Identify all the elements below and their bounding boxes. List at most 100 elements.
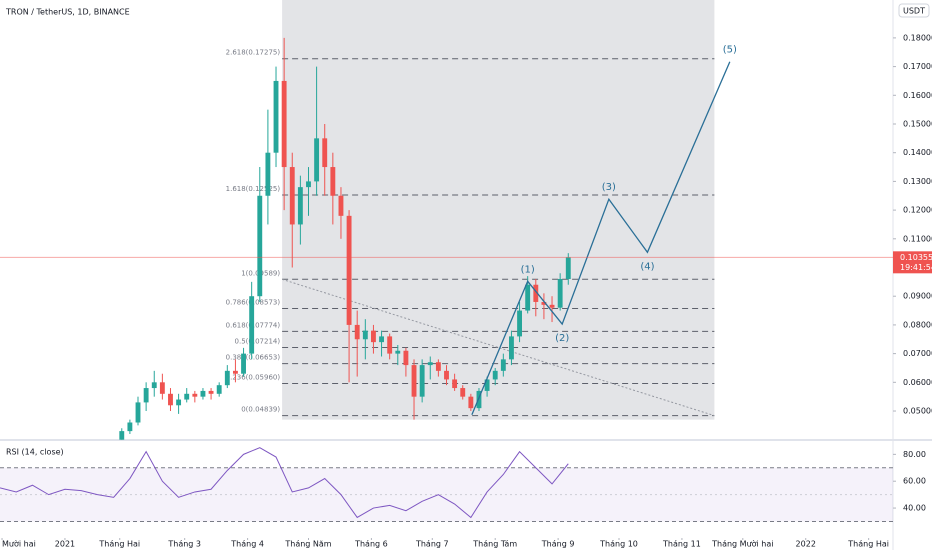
x-tick-label: Tháng 9 xyxy=(541,540,575,549)
candle-body xyxy=(176,399,182,406)
candle-body xyxy=(452,379,458,389)
candle-body xyxy=(281,80,287,168)
wave-label: (4) xyxy=(640,261,654,272)
candle-body xyxy=(297,187,303,225)
candle-body xyxy=(232,370,238,374)
candle-body xyxy=(249,296,255,354)
candle-body xyxy=(151,382,157,389)
candle-body xyxy=(127,422,133,432)
indicator-title: RSI (14, close) xyxy=(6,448,64,457)
candle-body xyxy=(192,393,198,397)
candle-body xyxy=(143,388,149,403)
wave-label: (1) xyxy=(521,264,535,275)
fib-label: 0.5(0.07214) xyxy=(235,337,281,345)
candle-body xyxy=(330,167,336,196)
candle-body xyxy=(403,350,409,366)
candle-body xyxy=(371,330,376,343)
wave-label: (5) xyxy=(723,45,737,56)
wave-path xyxy=(471,61,731,416)
x-tick-label: Tháng Mười hai xyxy=(711,539,773,549)
fib-label: 0.236(0.05960) xyxy=(226,373,281,381)
wave-label: (2) xyxy=(555,333,569,344)
candle-body xyxy=(541,301,547,305)
candle-body xyxy=(200,390,206,397)
candle-body xyxy=(184,393,190,400)
fib-label: 1.618(0.12525) xyxy=(226,185,281,193)
currency: USDT xyxy=(903,7,925,16)
candle-body xyxy=(257,195,263,297)
candle-body xyxy=(468,396,474,409)
candle-body xyxy=(427,362,433,366)
candle-body xyxy=(509,336,514,360)
candle-body xyxy=(565,257,571,279)
candle-body xyxy=(224,370,230,386)
candle-body xyxy=(168,393,173,406)
candle-body xyxy=(557,278,563,308)
candle-body xyxy=(135,402,141,423)
wave-label: (3) xyxy=(602,182,616,193)
x-tick-label: Mười hai xyxy=(2,539,36,549)
candle-body xyxy=(289,167,295,225)
candle-body xyxy=(435,362,441,371)
candle-body xyxy=(354,324,360,340)
x-tick-label: Tháng 4 xyxy=(230,540,264,549)
candle-body xyxy=(533,284,539,302)
candle-body xyxy=(346,215,352,325)
candle-body xyxy=(306,181,311,188)
fib-label: 2.618(0.17275) xyxy=(226,49,281,57)
chart-title: TRON / TetherUS, 1D, BINANCE xyxy=(5,8,130,17)
candle-body xyxy=(119,431,125,440)
candle-body xyxy=(476,390,482,409)
candle-body xyxy=(273,80,279,153)
candle-body xyxy=(314,138,320,182)
x-tick-label: Tháng 6 xyxy=(354,540,388,549)
candle-body xyxy=(216,385,222,394)
candle-body xyxy=(387,336,393,354)
countdown: 19:41:54 xyxy=(900,263,932,272)
candle-body xyxy=(484,379,490,391)
candle-body xyxy=(208,390,214,394)
fib-label: 0.382(0.06653) xyxy=(226,354,281,362)
candle-body xyxy=(492,370,498,380)
y-tick-label: 0.18000 xyxy=(903,33,932,42)
x-tick-label: Tháng Hai xyxy=(98,540,140,549)
x-tick-label: Tháng 7 xyxy=(415,540,449,549)
candle-body xyxy=(419,365,425,397)
candle-body xyxy=(379,336,384,343)
candle-body xyxy=(500,359,506,371)
x-tick-label: Tháng 3 xyxy=(167,540,201,549)
rsi-line xyxy=(0,447,569,519)
currency-badge[interactable] xyxy=(898,3,930,18)
x-tick-label: Tháng Tám xyxy=(472,540,517,549)
candle-body xyxy=(411,365,417,397)
candle-body xyxy=(159,382,165,394)
fib-zone xyxy=(282,0,715,420)
candle-body xyxy=(322,138,328,168)
candle-body xyxy=(444,370,449,380)
candle-body xyxy=(525,284,531,311)
candle-body xyxy=(362,330,368,340)
x-tick-label: Tháng Hai xyxy=(847,540,889,549)
x-tick-label: 2022 xyxy=(796,540,816,549)
trendline xyxy=(281,278,715,417)
candle-body xyxy=(338,195,344,216)
x-tick-label: Tháng 10 xyxy=(599,540,638,549)
candle-body xyxy=(395,350,401,354)
fib-label: 0(0.04839) xyxy=(241,406,280,414)
last-price-label: 0.10355 xyxy=(900,253,932,262)
candle-body xyxy=(241,353,246,374)
